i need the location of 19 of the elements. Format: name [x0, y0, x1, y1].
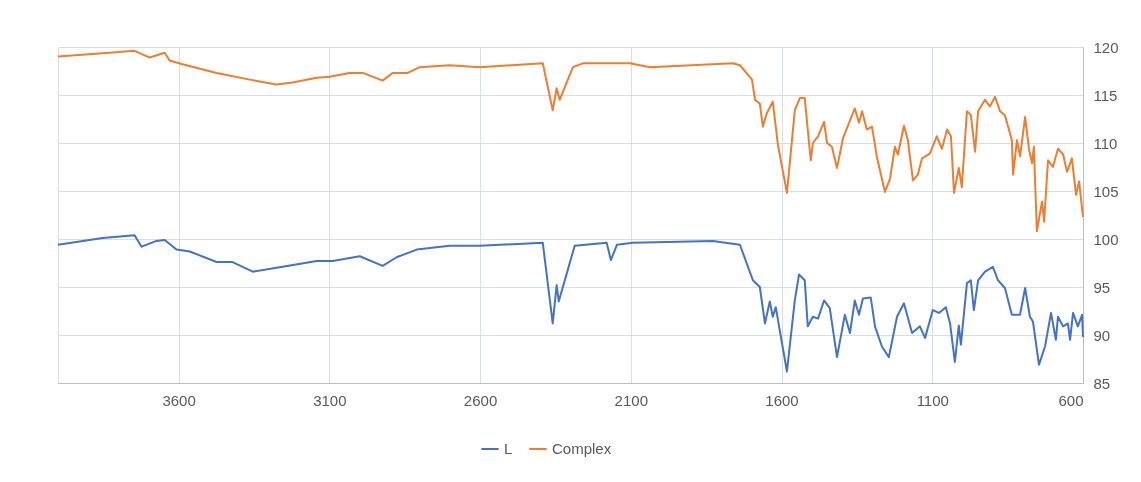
x-tick-label: 1100: [916, 391, 949, 409]
line-series: [57, 234, 1084, 373]
x-tick-label: 3100: [313, 391, 347, 409]
line-series: [57, 49, 1084, 233]
y-tick-label: 95: [1093, 278, 1111, 296]
x-tick-label: 600: [1058, 391, 1084, 409]
y-tick-label: 100: [1093, 230, 1119, 248]
y-tick-label: 105: [1093, 182, 1119, 200]
y-tick-label: 110: [1093, 134, 1118, 152]
x-tick-label: 2600: [463, 391, 498, 409]
x-tick-label: 1600: [765, 391, 799, 409]
y-tick-label: 90: [1093, 326, 1111, 344]
legend-label: Complex: [552, 440, 612, 457]
y-tick-label: 120: [1093, 38, 1119, 56]
y-tick-label: 85: [1093, 374, 1111, 392]
x-tick-label: 3600: [162, 391, 196, 409]
legend-label: L: [504, 440, 513, 457]
x-tick-label: 2100: [614, 391, 648, 409]
y-tick-label: 115: [1093, 86, 1118, 104]
